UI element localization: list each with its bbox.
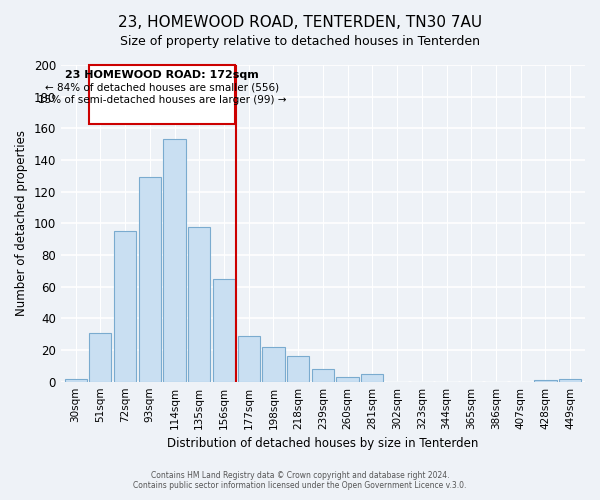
Text: 15% of semi-detached houses are larger (99) →: 15% of semi-detached houses are larger (…	[38, 95, 286, 105]
Text: Size of property relative to detached houses in Tenterden: Size of property relative to detached ho…	[120, 35, 480, 48]
Bar	[89, 65, 235, 124]
Text: 23, HOMEWOOD ROAD, TENTERDEN, TN30 7AU: 23, HOMEWOOD ROAD, TENTERDEN, TN30 7AU	[118, 15, 482, 30]
Text: ← 84% of detached houses are smaller (556): ← 84% of detached houses are smaller (55…	[45, 82, 279, 92]
Bar	[337, 377, 359, 382]
Text: 23 HOMEWOOD ROAD: 172sqm: 23 HOMEWOOD ROAD: 172sqm	[65, 70, 259, 80]
Bar	[65, 378, 87, 382]
Bar	[139, 178, 161, 382]
Text: Contains HM Land Registry data © Crown copyright and database right 2024.
Contai: Contains HM Land Registry data © Crown c…	[133, 470, 467, 490]
Bar	[361, 374, 383, 382]
Bar	[287, 356, 309, 382]
Bar	[213, 279, 235, 382]
Bar	[89, 332, 112, 382]
Y-axis label: Number of detached properties: Number of detached properties	[15, 130, 28, 316]
Bar	[262, 347, 284, 382]
Bar	[188, 226, 211, 382]
Bar	[559, 378, 581, 382]
Bar	[238, 336, 260, 382]
Bar	[163, 140, 185, 382]
X-axis label: Distribution of detached houses by size in Tenterden: Distribution of detached houses by size …	[167, 437, 479, 450]
Bar	[312, 369, 334, 382]
Bar	[535, 380, 557, 382]
Bar	[114, 232, 136, 382]
